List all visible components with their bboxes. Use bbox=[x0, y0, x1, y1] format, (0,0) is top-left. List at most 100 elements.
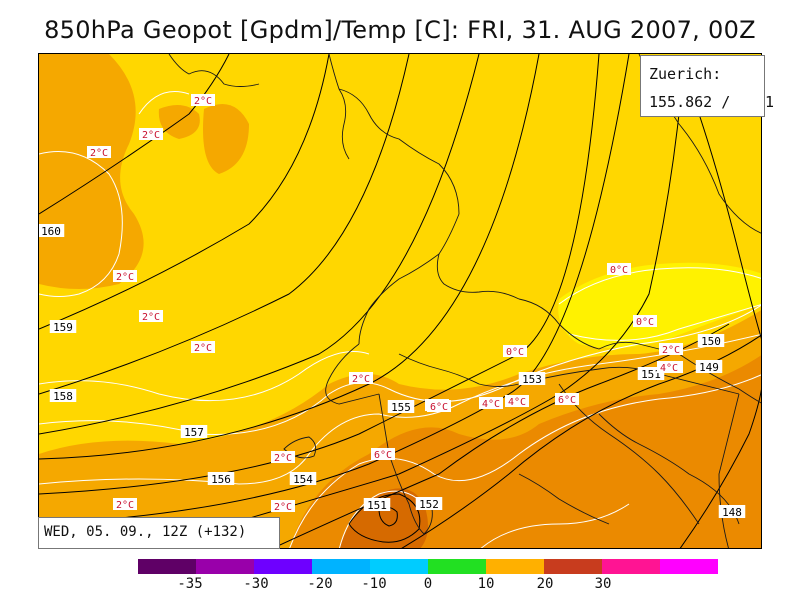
temperature-label: 2°C bbox=[113, 498, 137, 511]
field-warm-west bbox=[39, 54, 144, 289]
border-line bbox=[558, 383, 700, 525]
geopotential-label-bg bbox=[387, 400, 415, 413]
temperature-label-text: 6°C bbox=[430, 402, 448, 413]
isotherm-line bbox=[480, 503, 630, 548]
legend-swatch bbox=[602, 559, 660, 574]
isotherm-line bbox=[39, 151, 123, 297]
geopotential-label-text: 154 bbox=[293, 473, 313, 486]
legend-tick-label: -35 bbox=[177, 576, 203, 592]
map-canvas: 160 159 158 157 156 154 155 153 151 152 150 149 148 1… bbox=[39, 54, 761, 548]
legend-ticks: -35 -30 -20 -10 0 10 20 30 bbox=[0, 576, 800, 596]
geopotential-label-text: 156 bbox=[211, 473, 231, 486]
temperature-label-bg bbox=[191, 94, 215, 106]
temperature-label-bg bbox=[271, 451, 295, 463]
border-line bbox=[598, 413, 740, 525]
temperature-label-bg bbox=[271, 500, 295, 512]
geopotential-label-text: 149 bbox=[699, 361, 719, 374]
legend-tick-label: 30 bbox=[594, 576, 612, 592]
border-line bbox=[325, 343, 380, 405]
temperature-label: 2°C bbox=[191, 94, 215, 107]
temperature-label: 4°C bbox=[657, 361, 681, 374]
isotherm-line bbox=[138, 91, 190, 115]
isohypses bbox=[39, 54, 761, 548]
isohypse-line bbox=[144, 113, 680, 548]
temperature-label-text: 4°C bbox=[482, 399, 500, 410]
isohypse-line bbox=[39, 54, 330, 330]
temperature-label-text: 2°C bbox=[142, 130, 160, 141]
temperature-label-bg bbox=[503, 345, 527, 357]
legend-tick-label: -20 bbox=[307, 576, 333, 592]
forecast-run-label: WED, 05. 09., 12Z (+132) bbox=[38, 517, 280, 549]
temperature-label: 2°C bbox=[139, 310, 163, 323]
border-line bbox=[518, 298, 680, 355]
geopotential-label-text: 155 bbox=[391, 401, 411, 414]
geopotential-label: 155 bbox=[387, 400, 415, 414]
temperature-label-bg bbox=[371, 448, 395, 460]
temperature-label-bg bbox=[139, 128, 163, 140]
temperature-label: 2°C bbox=[349, 372, 373, 385]
geopotential-label-bg bbox=[718, 505, 746, 518]
isohypse-line bbox=[272, 323, 730, 548]
temperature-label-text: 2°C bbox=[142, 312, 160, 323]
station-value: 155.862 / bbox=[649, 93, 731, 111]
geopotential-label-bg bbox=[180, 425, 208, 438]
geopotential-label: 149 bbox=[695, 360, 723, 374]
temperature-label-text: 2°C bbox=[116, 272, 134, 283]
geopotential-label: 159 bbox=[49, 320, 77, 334]
temperature-label-text: 2°C bbox=[194, 96, 212, 107]
isohypse-line bbox=[39, 54, 600, 495]
geopotential-label-bg bbox=[697, 334, 725, 347]
temperature-label-text: 2°C bbox=[274, 502, 292, 513]
legend-tick-label: -10 bbox=[361, 576, 387, 592]
temperature-label-bg bbox=[633, 315, 657, 327]
isotherm-line bbox=[558, 267, 761, 305]
legend-swatch bbox=[660, 559, 718, 574]
border-line bbox=[328, 54, 350, 160]
temperature-label-bg bbox=[505, 395, 529, 407]
legend-swatch bbox=[370, 559, 428, 574]
geopotential-label: 157 bbox=[180, 425, 208, 439]
geopotential-label: 152 bbox=[415, 497, 443, 511]
geopotential-label-text: 158 bbox=[53, 390, 73, 403]
legend-swatch bbox=[428, 559, 486, 574]
geopotential-label-bg bbox=[695, 360, 723, 373]
temperature-label: 0°C bbox=[503, 345, 527, 358]
temperature-label-text: 2°C bbox=[194, 343, 212, 354]
geopotential-label: 153 bbox=[518, 372, 546, 386]
border-line bbox=[408, 503, 433, 535]
legend-swatch bbox=[196, 559, 254, 574]
temperature-label-bg bbox=[657, 361, 681, 373]
geopotential-label-text: 160 bbox=[41, 225, 61, 238]
geopotential-label-text: 159 bbox=[53, 321, 73, 334]
field-very-hot bbox=[339, 488, 428, 548]
temperature-label: 6°C bbox=[371, 448, 395, 461]
isohypse-line bbox=[39, 54, 410, 395]
geopotential-label-bg bbox=[363, 498, 391, 511]
temperature-label-text: 2°C bbox=[352, 374, 370, 385]
field-warm-patch bbox=[203, 104, 249, 174]
geopotential-labels: 160 159 158 157 156 154 155 153 151 152 150 149 148 1… bbox=[39, 224, 746, 519]
geopotential-label-bg bbox=[49, 320, 77, 333]
legend-tick-label: 10 bbox=[477, 576, 495, 592]
geopotential-label: 154 bbox=[289, 472, 317, 486]
geopotential-label: 150 bbox=[697, 334, 725, 348]
temperature-label-text: 2°C bbox=[90, 148, 108, 159]
geopotential-label-text: 152 bbox=[419, 498, 439, 511]
geopotential-label-bg bbox=[415, 497, 443, 510]
border-line bbox=[168, 54, 260, 87]
weather-map: 160 159 158 157 156 154 155 153 151 152 150 149 148 1… bbox=[38, 53, 762, 549]
color-legend bbox=[138, 559, 718, 574]
geopotential-label-bg bbox=[518, 372, 546, 385]
isohypse-line bbox=[39, 54, 480, 435]
isotherm-line bbox=[339, 490, 428, 548]
temperature-label-text: 0°C bbox=[636, 317, 654, 328]
temperature-label-bg bbox=[659, 343, 683, 355]
geopotential-label-bg bbox=[207, 472, 235, 485]
isotherm-line bbox=[39, 351, 370, 402]
temperature-label-text: 0°C bbox=[610, 265, 628, 276]
temperature-label-text: 4°C bbox=[660, 363, 678, 374]
temperature-label-text: 6°C bbox=[374, 450, 392, 461]
temperature-label: 6°C bbox=[555, 393, 579, 406]
temperature-label-bg bbox=[349, 372, 373, 384]
legend-swatch bbox=[544, 559, 602, 574]
